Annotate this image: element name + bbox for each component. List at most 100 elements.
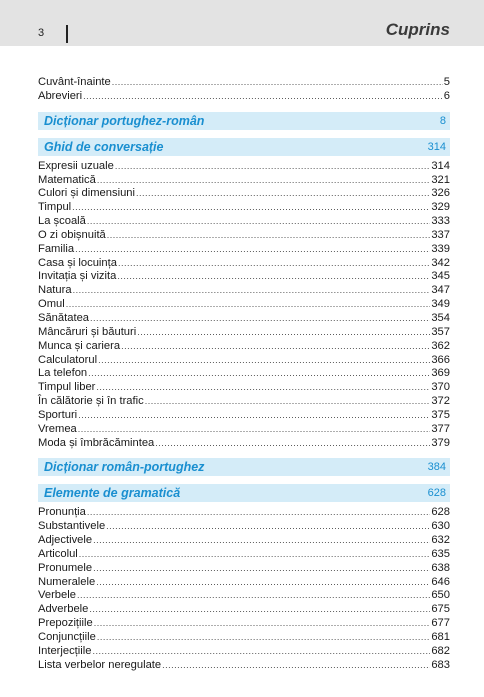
toc-entry[interactable]: Adverbele 675 [38, 603, 450, 617]
dot-leader [73, 284, 431, 298]
dot-leader [162, 659, 430, 673]
entry-title: Lista verbelor neregulate [38, 658, 162, 671]
entry-page-number: 628 [431, 506, 450, 519]
toc-entry[interactable]: Timpul liber 370 [38, 381, 450, 395]
entry-title: Interjecțiile [38, 644, 92, 657]
section-title: Elemente de gramatică [44, 486, 181, 501]
entry-page-number: 377 [431, 422, 450, 435]
toc-section-heading[interactable]: Elemente de gramatică 628 [38, 484, 450, 503]
entry-page-number: 683 [431, 658, 450, 671]
dot-leader [106, 520, 430, 534]
entry-page-number: 339 [431, 242, 450, 255]
dot-leader [107, 229, 431, 243]
toc-entry[interactable]: Cuvânt-înainte 5 [38, 76, 450, 90]
toc-entry[interactable]: Conjuncțiile 681 [38, 631, 450, 645]
toc-entry[interactable]: În călătorie și în trafic 372 [38, 395, 450, 409]
entry-page-number: 349 [431, 298, 450, 311]
toc-entry[interactable]: Timpul 329 [38, 201, 450, 215]
toc-entry[interactable]: Matematică 321 [38, 174, 450, 188]
entry-page-number: 337 [431, 228, 450, 241]
entry-page-number: 682 [431, 644, 450, 657]
table-of-contents: Cuvânt-înainte 5 Abrevieri 6 Dicționar portu… [38, 76, 450, 673]
entry-page-number: 372 [431, 395, 450, 408]
toc-section-heading[interactable]: Dicționar român-portughez 384 [38, 458, 450, 477]
entry-title: Prepozițiile [38, 617, 93, 630]
entry-title: Adverbele [38, 603, 89, 616]
dot-leader [112, 76, 443, 90]
header-divider [66, 25, 68, 43]
toc-entry[interactable]: Sporturi 375 [38, 409, 450, 423]
toc-entry[interactable]: Expresii uzuale 314 [38, 160, 450, 174]
entry-title: Matematică [38, 173, 96, 186]
entry-page-number: 677 [431, 617, 450, 630]
entry-page-number: 362 [431, 339, 450, 352]
toc-entry[interactable]: Substantivele 630 [38, 520, 450, 534]
toc-entry[interactable]: O zi obișnuită 337 [38, 229, 450, 243]
toc-section-heading[interactable]: Dicționar portughez-român 8 [38, 111, 450, 130]
toc-entry[interactable]: Adjectivele 632 [38, 534, 450, 548]
toc-entry[interactable]: Natura 347 [38, 284, 450, 298]
dot-leader [89, 603, 430, 617]
toc-entry[interactable]: Pronumele 638 [38, 562, 450, 576]
toc-section-heading[interactable]: Ghid de conversație 314 [38, 137, 450, 156]
dot-leader [78, 423, 431, 437]
toc-entry[interactable]: Numeralele 646 [38, 576, 450, 590]
section-title: Ghid de conversație [44, 139, 164, 154]
dot-leader [96, 576, 430, 590]
toc-entry[interactable]: La telefon 369 [38, 367, 450, 381]
dot-leader [93, 562, 430, 576]
entry-title: La telefon [38, 367, 88, 380]
toc-entry[interactable]: Omul 349 [38, 298, 450, 312]
entry-title: Expresii uzuale [38, 159, 114, 172]
toc-entry[interactable]: La școală 333 [38, 215, 450, 229]
toc-entry[interactable]: Culori și dimensiuni 326 [38, 187, 450, 201]
entry-title: Timpul liber [38, 381, 96, 394]
entry-page-number: 375 [431, 408, 450, 421]
entry-title: Invitația și vizita [38, 270, 117, 283]
toc-entry[interactable]: Mâncăruri și băuturi 357 [38, 326, 450, 340]
toc-entry[interactable]: Moda și îmbrăcămintea 379 [38, 437, 450, 451]
dot-leader [90, 312, 430, 326]
dot-leader [78, 409, 430, 423]
entry-title: Articolul [38, 547, 78, 560]
dot-leader [93, 534, 430, 548]
dot-leader [97, 631, 430, 645]
dot-leader [136, 187, 430, 201]
dot-leader [145, 395, 431, 409]
toc-entry[interactable]: Prepozițiile 677 [38, 617, 450, 631]
entry-title: Sporturi [38, 408, 78, 421]
dot-leader [121, 340, 430, 354]
dot-leader [98, 354, 430, 368]
entry-title: Abrevieri [38, 89, 83, 102]
toc-entry[interactable]: Sănătatea 354 [38, 312, 450, 326]
entry-page-number: 646 [431, 575, 450, 588]
dot-leader [87, 215, 430, 229]
entry-page-number: 5 [443, 76, 450, 88]
entry-title: Calculatorul [38, 353, 98, 366]
dot-leader [87, 506, 430, 520]
entry-title: Numeralele [38, 575, 96, 588]
dot-leader [96, 381, 430, 395]
entry-title: Substantivele [38, 520, 106, 533]
entry-title: Pronumele [38, 561, 93, 574]
entry-title: Cuvânt-înainte [38, 76, 111, 88]
toc-entry[interactable]: Familia 339 [38, 243, 450, 257]
toc-entry[interactable]: Vremea 377 [38, 423, 450, 437]
entry-page-number: 333 [431, 215, 450, 228]
toc-entry[interactable]: Pronunția 628 [38, 506, 450, 520]
toc-entry[interactable]: Invitația și vizita 345 [38, 270, 450, 284]
entry-page-number: 342 [431, 256, 450, 269]
toc-entry[interactable]: Munca și cariera 362 [38, 340, 450, 354]
entry-page-number: 632 [431, 534, 450, 547]
entry-title: Pronunția [38, 506, 86, 519]
section-page-number: 628 [427, 487, 446, 500]
toc-entry[interactable]: Articolul 635 [38, 548, 450, 562]
toc-entry[interactable]: Casa și locuința 342 [38, 257, 450, 271]
toc-entry[interactable]: Abrevieri 6 [38, 90, 450, 104]
entry-title: Munca și cariera [38, 339, 121, 352]
toc-entry[interactable]: Lista verbelor neregulate 683 [38, 659, 450, 673]
toc-entry[interactable]: Verbele 650 [38, 589, 450, 603]
toc-entry[interactable]: Calculatorul 366 [38, 354, 450, 368]
entry-title: Culori și dimensiuni [38, 187, 135, 200]
toc-entry[interactable]: Interjecțiile 682 [38, 645, 450, 659]
